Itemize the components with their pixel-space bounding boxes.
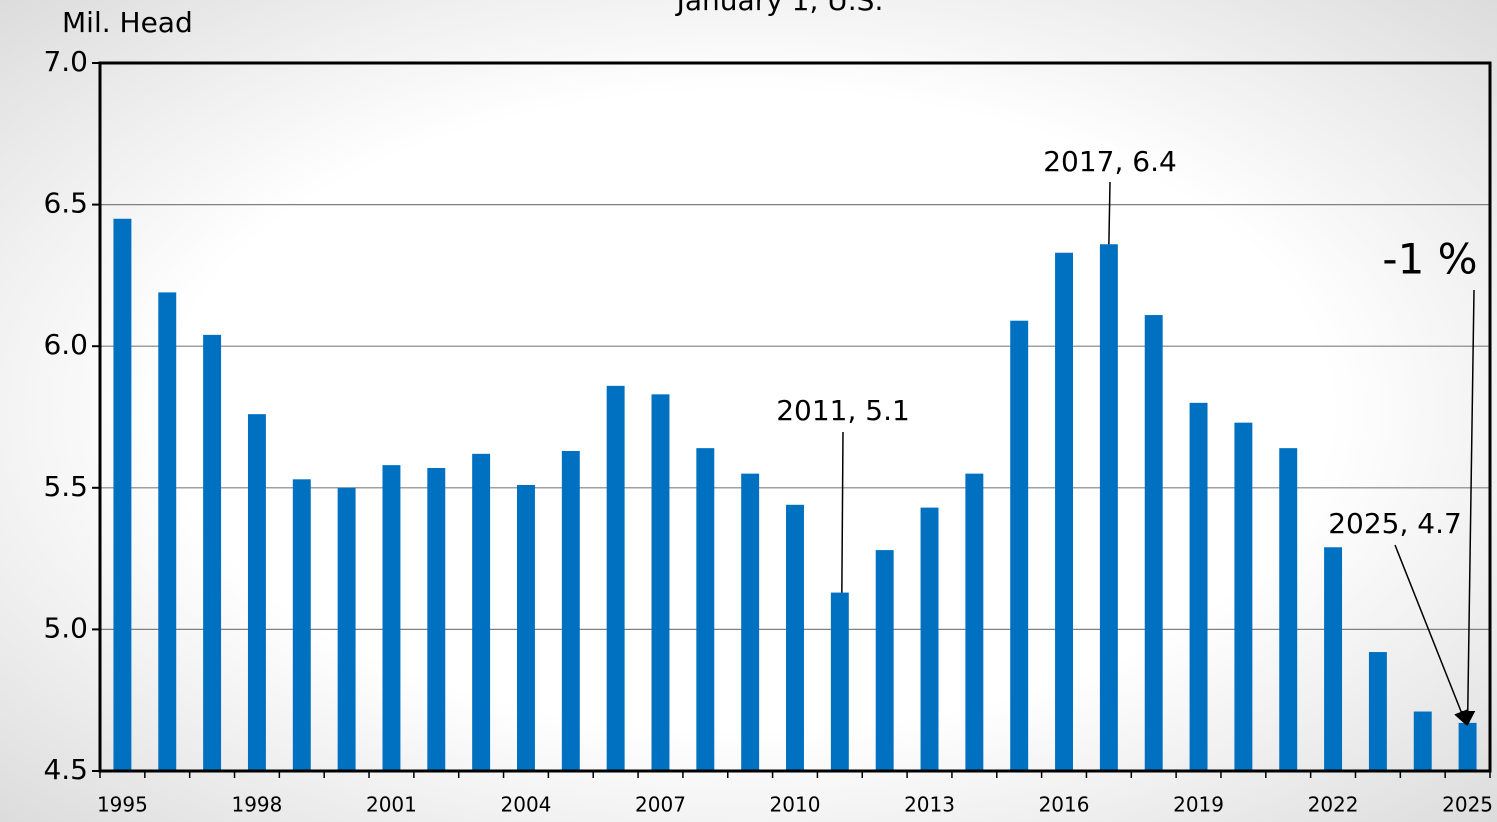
bar bbox=[1189, 402, 1208, 771]
bar bbox=[1413, 711, 1432, 771]
bar bbox=[203, 334, 222, 771]
bar bbox=[517, 484, 535, 771]
x-tick-label: 2007 bbox=[635, 793, 686, 817]
bar bbox=[696, 448, 715, 771]
y-axis-label: Mil. Head bbox=[62, 6, 193, 39]
bar bbox=[1324, 547, 1343, 771]
bar bbox=[1099, 244, 1118, 772]
bar bbox=[427, 467, 446, 771]
x-tick-label: 1995 bbox=[97, 793, 148, 817]
bar bbox=[651, 394, 670, 771]
bar bbox=[1055, 252, 1073, 771]
x-tick-label: 2022 bbox=[1308, 793, 1359, 817]
x-tick-label: 2001 bbox=[366, 793, 417, 817]
bar bbox=[561, 450, 580, 771]
bar bbox=[606, 385, 625, 771]
x-tick-label: 2010 bbox=[770, 793, 821, 817]
y-tick-label: 6.0 bbox=[43, 328, 88, 361]
x-tick-label: 2019 bbox=[1173, 793, 1224, 817]
x-tick-label: 2025 bbox=[1442, 793, 1493, 817]
bar bbox=[382, 465, 401, 771]
bar bbox=[741, 473, 760, 771]
x-tick-label: 2004 bbox=[501, 793, 552, 817]
bar bbox=[1279, 448, 1298, 771]
x-tick-label: 2013 bbox=[904, 793, 955, 817]
bar bbox=[920, 507, 939, 771]
y-tick-label: 6.5 bbox=[43, 187, 88, 220]
bar bbox=[472, 453, 491, 771]
bar bbox=[1368, 652, 1387, 771]
bar bbox=[337, 487, 356, 771]
chart-title: January 1, U.S. bbox=[675, 0, 884, 17]
bar bbox=[830, 592, 849, 771]
annotation: 2017, 6.4 bbox=[1043, 145, 1177, 178]
plot-frame bbox=[98, 61, 1492, 773]
bar bbox=[247, 414, 266, 771]
y-tick-label: 4.5 bbox=[43, 753, 88, 786]
x-tick-label: 1998 bbox=[231, 793, 282, 817]
annotation: -1 % bbox=[1382, 235, 1477, 284]
annotation-line bbox=[1108, 181, 1111, 245]
bar bbox=[113, 218, 132, 771]
bar bbox=[1234, 422, 1253, 771]
y-tick-label: 5.0 bbox=[43, 611, 88, 644]
bar bbox=[875, 550, 894, 771]
bar bbox=[292, 479, 311, 771]
y-tick-label: 7.0 bbox=[43, 45, 88, 78]
y-tick-label: 5.5 bbox=[43, 470, 88, 503]
bar bbox=[158, 292, 177, 771]
bar bbox=[1010, 320, 1029, 771]
annotation: 2025, 4.7 bbox=[1328, 507, 1462, 540]
bar bbox=[965, 473, 984, 771]
annotation: 2011, 5.1 bbox=[776, 394, 910, 427]
x-tick-label: 2016 bbox=[1039, 793, 1090, 817]
annotation-line bbox=[841, 431, 844, 593]
annotation-line bbox=[1460, 289, 1476, 726]
bar bbox=[786, 504, 804, 771]
annotation-line bbox=[1394, 544, 1469, 726]
bar bbox=[1144, 315, 1163, 771]
bar bbox=[1458, 722, 1477, 771]
